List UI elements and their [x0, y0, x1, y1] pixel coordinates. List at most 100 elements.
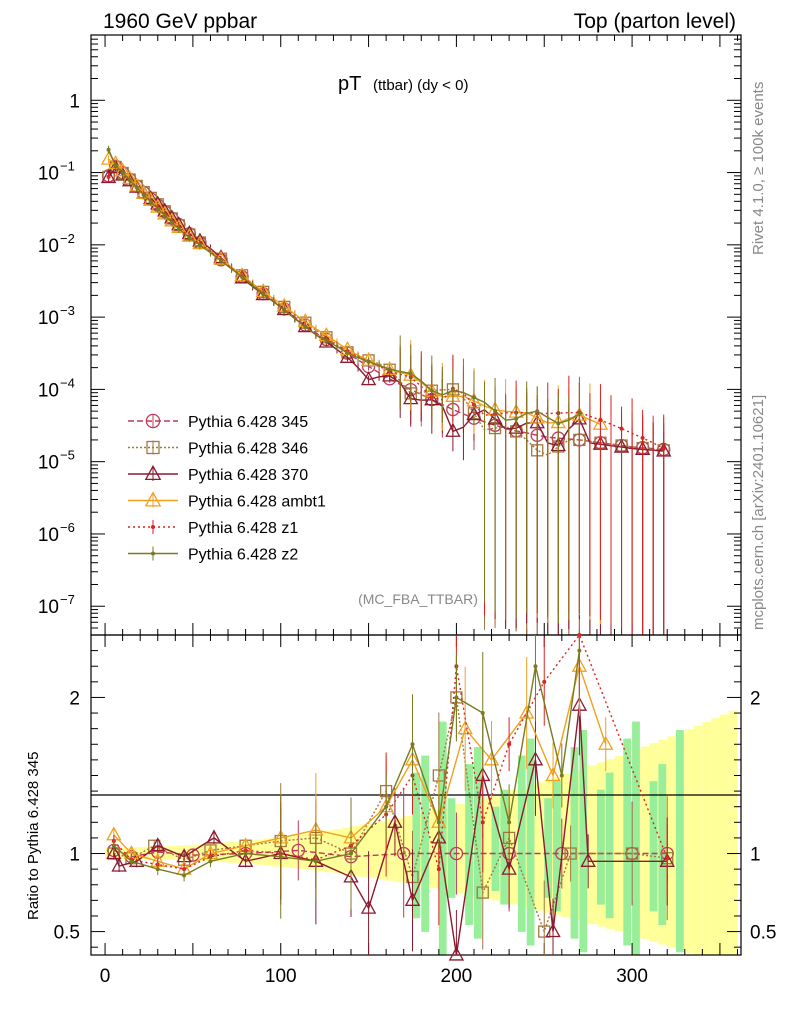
legend-entry: Pythia 6.428 345 [128, 413, 308, 431]
y-tick-label-exponent: −4 [60, 375, 75, 390]
data-point-marker [176, 227, 181, 232]
data-point-marker [404, 891, 421, 906]
data-point-marker [151, 525, 155, 529]
ratio-series-line [113, 663, 607, 870]
data-point-marker [507, 742, 512, 747]
legend-entry: Pythia 6.428 z2 [128, 546, 298, 564]
legend-label: Pythia 6.428 370 [188, 467, 308, 484]
data-point-marker [483, 751, 500, 766]
x-tick-label: 300 [616, 966, 648, 987]
ratio-band-segment [368, 822, 378, 879]
ratio-band-segment [500, 789, 509, 905]
data-point-marker [134, 185, 139, 190]
ratio-series-5 [111, 635, 582, 919]
data-point-marker [127, 178, 132, 183]
data-point-marker [360, 371, 377, 386]
ratio-band-segment [535, 782, 545, 911]
data-point-marker [151, 551, 155, 556]
data-point-marker [454, 695, 459, 700]
data-point-marker [640, 435, 645, 440]
data-point-marker [533, 664, 538, 669]
ratio-panel: 0.5 0.5 1 1 2 2 [54, 633, 776, 961]
ratio-band-segment [711, 718, 720, 955]
data-point-marker [661, 446, 666, 451]
y-tick-label-exponent: −6 [60, 520, 75, 535]
ratio-bands [105, 710, 738, 955]
y-tick-label-exponent: −3 [60, 303, 75, 318]
ratio-band-segment [588, 765, 597, 925]
ratio-band-segment [544, 798, 553, 898]
data-point-marker [577, 411, 582, 416]
data-point-marker [111, 843, 116, 848]
data-point-marker [580, 852, 596, 867]
ratio-band-segment [579, 730, 588, 953]
legend-label: Pythia 6.428 z2 [188, 547, 298, 564]
ratio-band-segment [236, 841, 246, 864]
data-point-marker [514, 416, 519, 421]
legend-entry: Pythia 6.428 z1 [128, 520, 298, 537]
ratio-tick-label-left: 0.5 [54, 923, 80, 944]
ratio-band-segment [509, 789, 518, 905]
data-point-marker [324, 338, 329, 343]
ratio-band-segment [447, 798, 456, 898]
ratio-tick-label-right: 1 [750, 845, 761, 866]
data-point-marker [106, 174, 111, 179]
ratio-band-segment [719, 714, 729, 955]
data-point-marker [129, 859, 134, 864]
legend-label: Pythia 6.428 345 [188, 414, 308, 431]
ratio-band-segment [140, 846, 149, 859]
data-point-marker [219, 258, 223, 263]
plot-title-sub: (ttbar) (dy < 0) [373, 77, 468, 94]
data-point-marker [187, 235, 192, 240]
ratio-series-line [113, 650, 581, 877]
data-point-marker [182, 867, 187, 872]
data-point-marker [360, 899, 377, 914]
ratio-tick-label-right: 2 [750, 688, 761, 709]
data-point-marker [144, 491, 162, 507]
ratio-band-segment [473, 747, 482, 939]
ratio-band-segment [640, 746, 650, 940]
data-point-marker [410, 742, 415, 747]
x-tick-labels: 0 100 200 300 [100, 966, 648, 987]
data-point-marker [208, 859, 213, 864]
main-series-line [107, 149, 580, 425]
data-point-marker [297, 318, 314, 333]
data-point-marker [449, 846, 464, 861]
data-point-marker [545, 923, 561, 938]
ratio-band-segment [596, 789, 605, 905]
data-point-marker [493, 409, 498, 414]
y-tick-label: 10 [38, 308, 59, 329]
data-point-marker [564, 847, 577, 860]
data-point-marker [206, 829, 222, 844]
main-panel: 10 −710 −610 −510 −410 −310 −210 −11 [38, 34, 742, 636]
ratio-band-segment [175, 845, 185, 860]
ratio-tick-label-right: 0.5 [750, 923, 776, 944]
ratio-band-segment [649, 781, 658, 912]
main-series-5 [106, 145, 582, 624]
ratio-band-segment [658, 764, 667, 926]
data-point-marker [457, 720, 473, 735]
ratio-band-segment [351, 826, 360, 876]
data-point-marker [120, 170, 125, 175]
data-point-marker [100, 168, 117, 184]
legend-label: Pythia 6.428 346 [188, 441, 308, 458]
data-point-marker [445, 422, 461, 437]
data-point-marker [150, 837, 166, 852]
data-point-marker [339, 348, 356, 363]
data-point-marker [162, 213, 167, 218]
ratio-band-segment [377, 821, 387, 880]
main-frame [90, 34, 742, 636]
y-tick-label-exponent: −5 [60, 448, 75, 463]
ratio-band-segment [192, 844, 202, 861]
ratio-band-segment [632, 721, 640, 955]
ratio-band-segment [553, 781, 561, 912]
data-point-marker [282, 308, 287, 313]
ratio-band-segment [728, 710, 738, 955]
data-point-marker [144, 464, 162, 481]
ratio-tick-label-left: 2 [69, 688, 80, 709]
ratio-band-segment [623, 738, 632, 946]
data-point-marker [448, 946, 465, 961]
data-point-marker [598, 735, 614, 750]
data-point-marker [141, 192, 146, 197]
data-point-marker [197, 243, 202, 248]
